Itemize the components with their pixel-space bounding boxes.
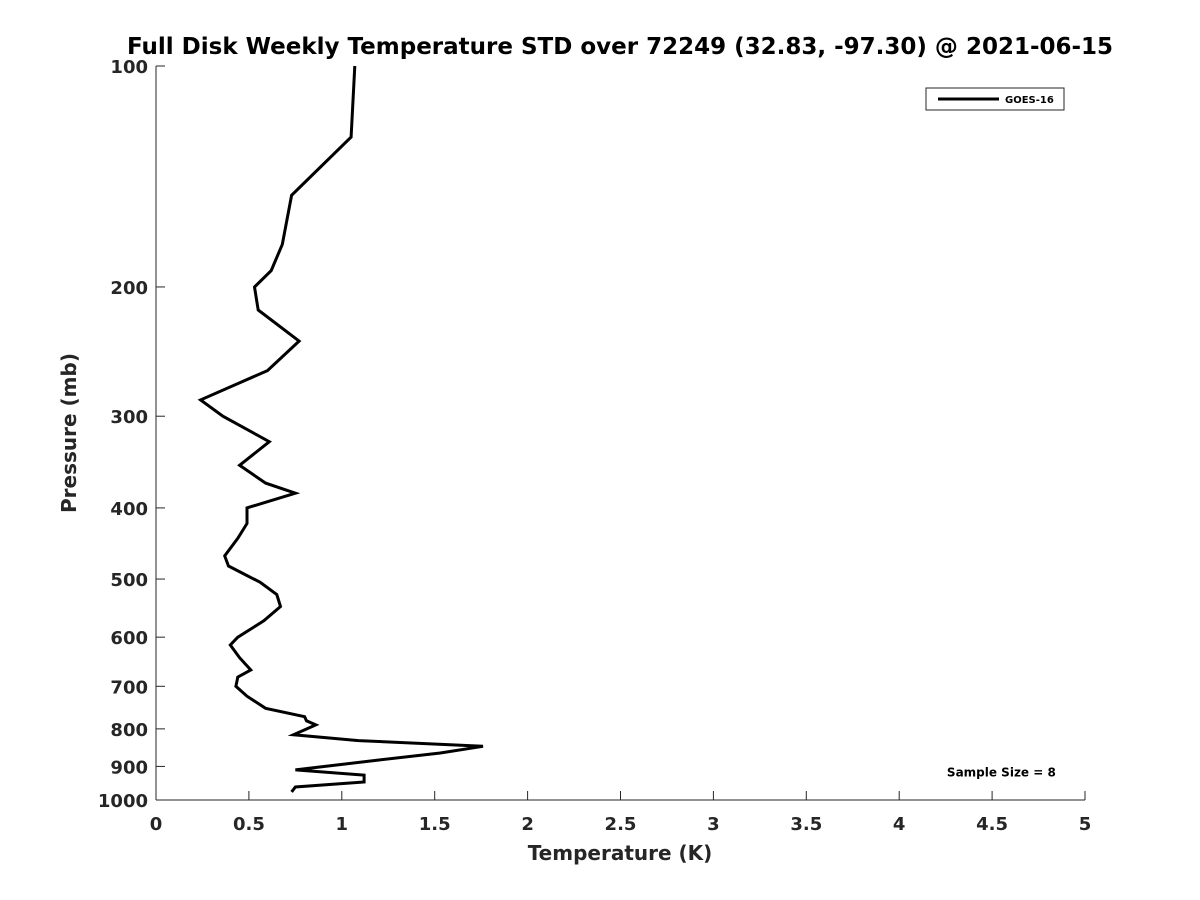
legend-label-goes-16: GOES-16 (1005, 95, 1054, 106)
x-tick-label: 4 (893, 814, 906, 835)
sample-size-annotation: Sample Size = 8 (947, 766, 1056, 780)
x-tick-label: 1 (336, 814, 349, 835)
y-tick-label: 1000 (98, 791, 148, 812)
x-tick-label: 3 (707, 814, 720, 835)
y-tick-label: 500 (110, 570, 148, 591)
x-axis-label: Temperature (K) (528, 841, 713, 865)
x-tick-label: 3.5 (790, 814, 822, 835)
y-tick-label: 100 (110, 57, 148, 78)
y-tick-label: 400 (110, 499, 148, 520)
y-tick-label: 200 (110, 278, 148, 299)
y-tick-label: 600 (110, 628, 148, 649)
x-tick-label: 1.5 (419, 814, 451, 835)
x-tick-label: 4.5 (976, 814, 1008, 835)
x-tick-label: 2 (521, 814, 534, 835)
y-tick-label: 300 (110, 407, 148, 428)
y-tick-label: 700 (110, 677, 148, 698)
y-tick-label: 900 (110, 757, 148, 778)
y-axis-label: Pressure (mb) (57, 353, 81, 513)
y-ticks: 100 200 300 400 500 600 700 800 900 1000 (98, 57, 165, 812)
chart-title: Full Disk Weekly Temperature STD over 72… (127, 34, 1113, 60)
legend: GOES-16 (925, 87, 1065, 111)
x-tick-label: 5 (1079, 814, 1092, 835)
x-tick-label: 0 (150, 814, 163, 835)
x-tick-label: 0.5 (233, 814, 265, 835)
series-line-goes-16 (197, 65, 484, 793)
y-tick-label: 800 (110, 720, 148, 741)
x-ticks: 0 0.5 1 1.5 2 2.5 3 3.5 4 4.5 5 (150, 791, 1092, 835)
x-tick-label: 2.5 (605, 814, 637, 835)
